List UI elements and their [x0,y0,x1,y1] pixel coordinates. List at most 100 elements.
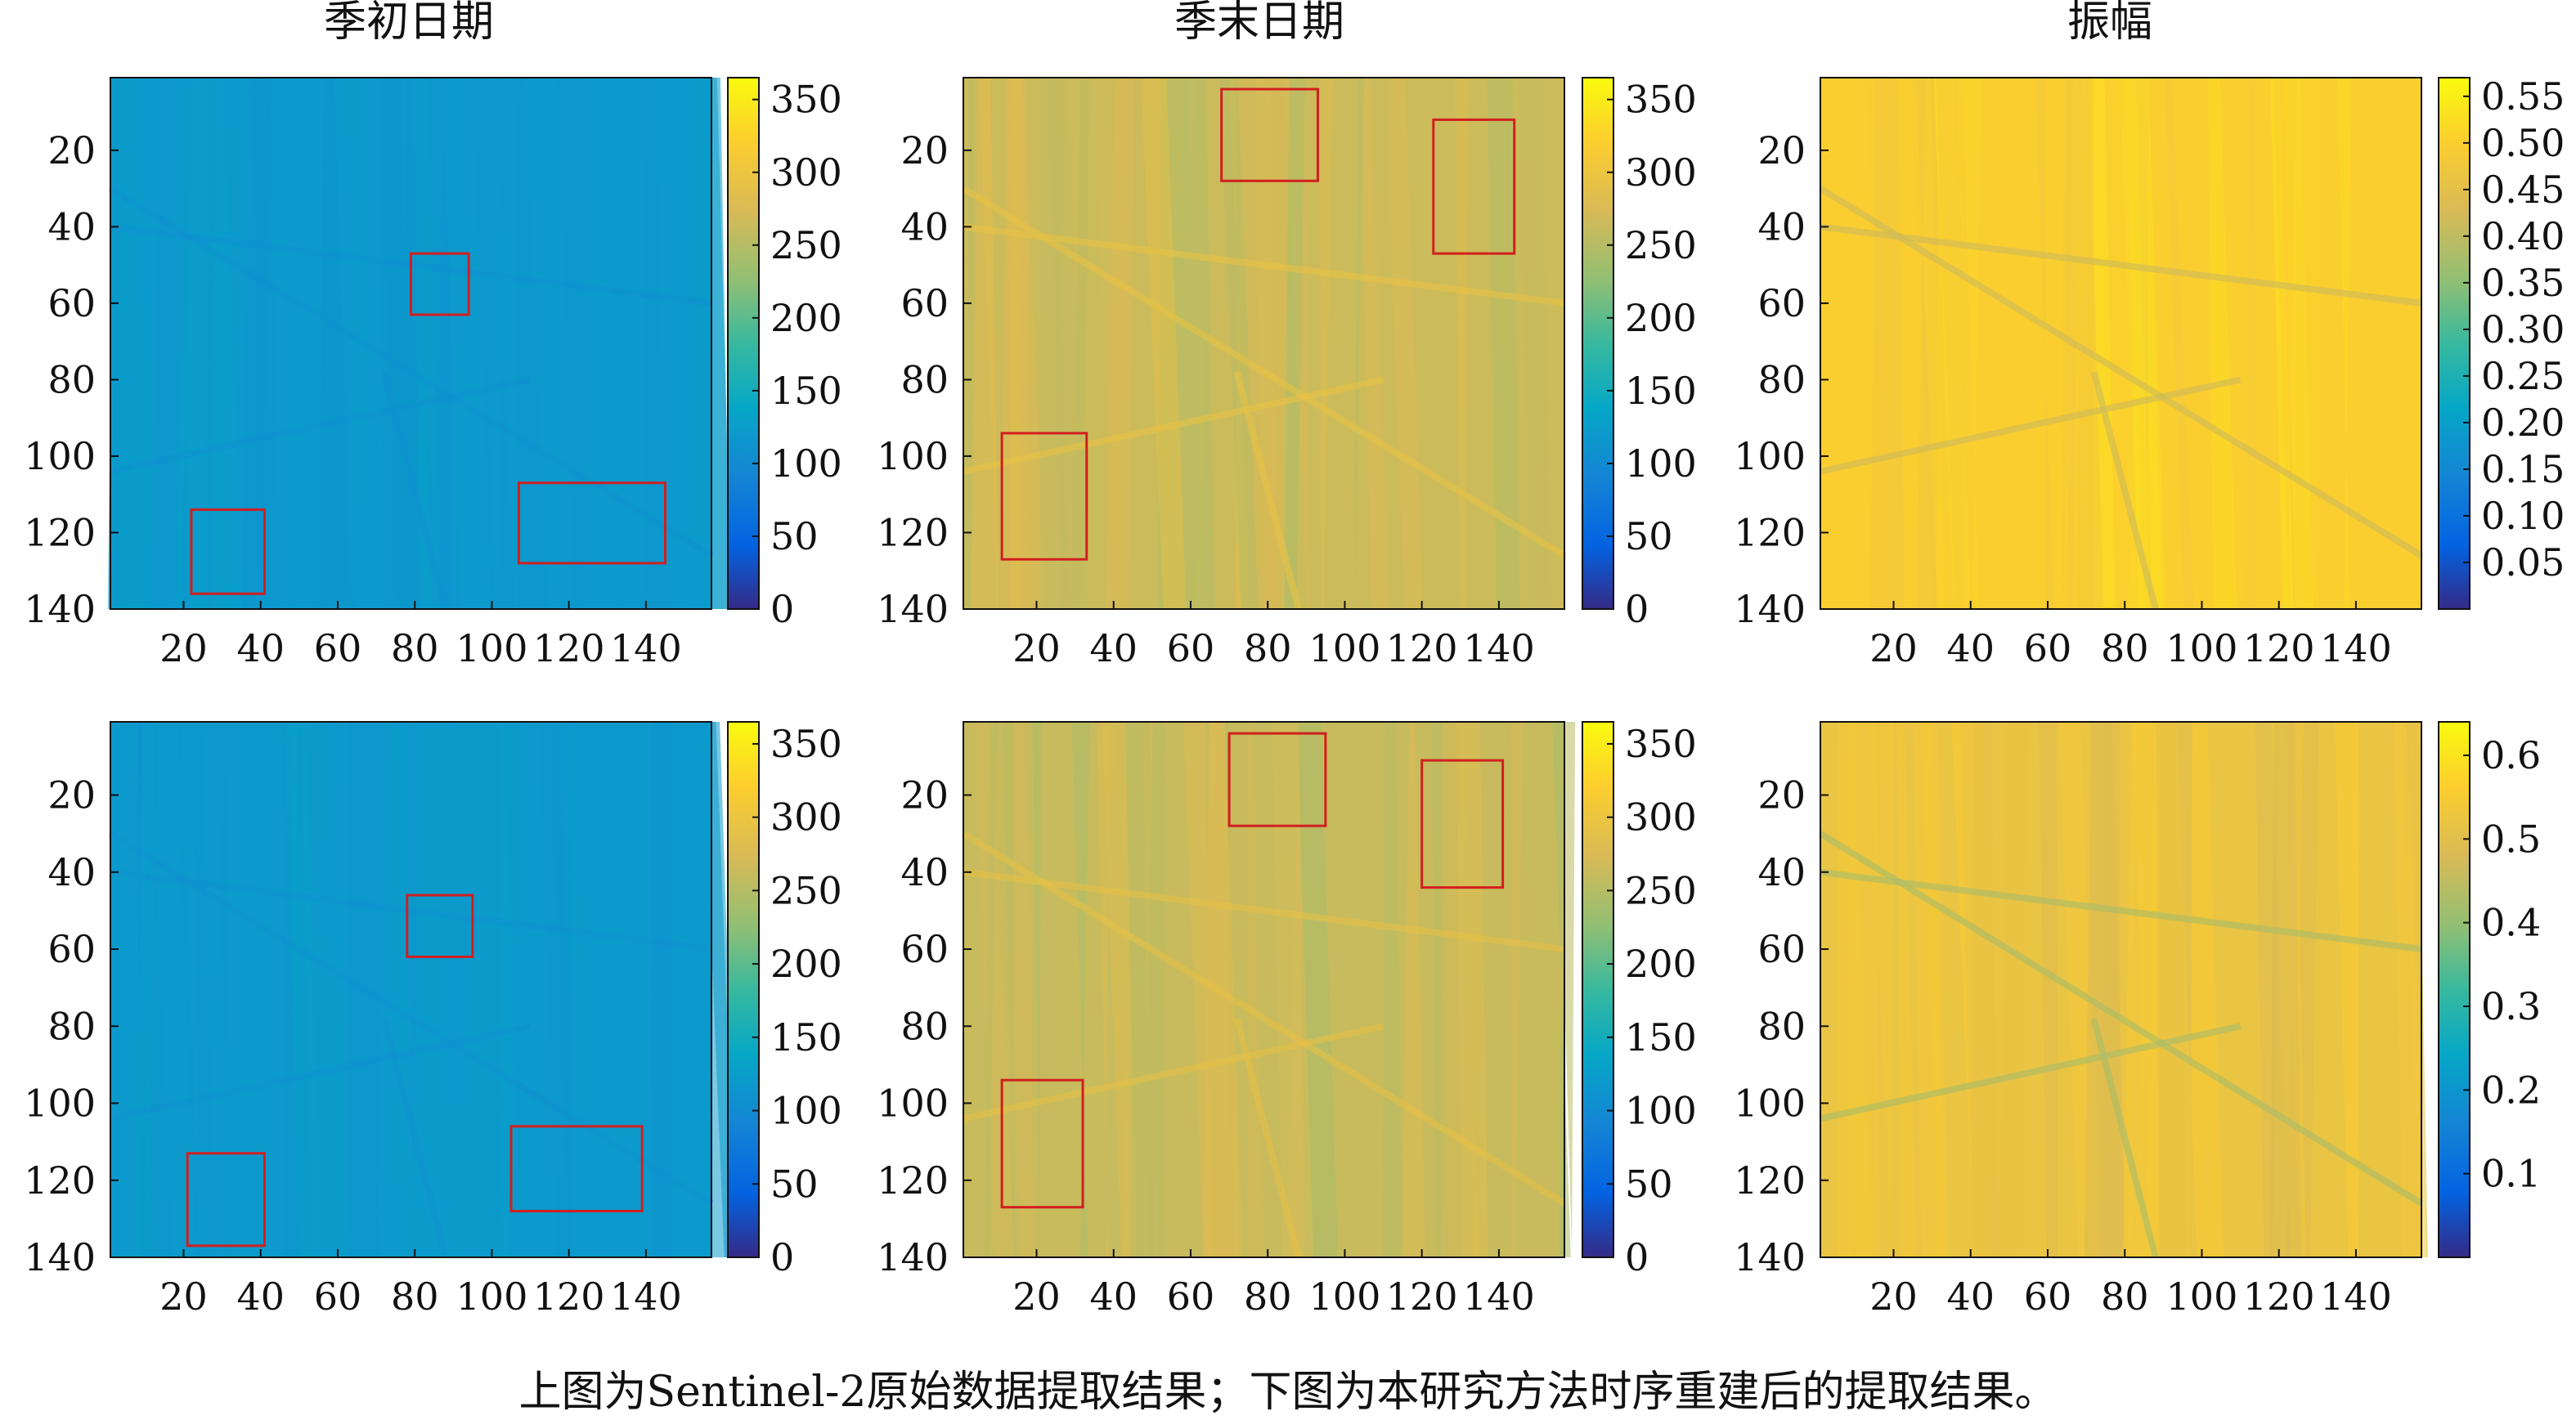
field-strip [557,78,581,609]
y-tick-label: 140 [1734,587,1806,631]
y-tick-label: 140 [877,587,949,631]
y-tick-label: 20 [900,773,949,818]
panel-title-start-date: 季初日期 [324,0,494,47]
field-strip [471,78,494,609]
field-strips [961,78,1567,611]
field-strip [1343,722,1378,1257]
x-tick-label: 20 [159,1274,208,1319]
colorbar-tick-label: 0.2 [2481,1068,2541,1112]
plot-frame [1820,721,2422,1258]
plot-frame [110,721,712,1258]
field-strip [207,78,214,609]
field-strip [1487,78,1520,609]
field-strip [1360,78,1390,609]
field-strip [2099,722,2120,1257]
roi-box-3 [517,482,666,565]
colorbar-tick-label: 0.40 [2481,214,2565,258]
colorbar-tick-label: 300 [770,795,842,840]
field-strip [2035,78,2054,609]
roi-box-2 [186,1152,266,1248]
roi-box-1 [1227,732,1327,827]
field-strip [538,722,572,1257]
field-strip [1048,78,1089,609]
colorbar-tick-label: 250 [770,868,842,912]
field-strip [612,78,629,609]
colorbar [727,77,760,610]
y-tick-label: 140 [24,1235,96,1279]
field-strip [1219,78,1259,609]
field-strip [410,78,440,609]
field-strip [1382,722,1403,1257]
field-strip [176,78,191,609]
field-strip [151,78,167,609]
colorbar-tick-label: 250 [1625,223,1697,267]
road-line [1820,223,2422,307]
field-strip [2176,722,2197,1257]
colorbar-tick-label: 200 [1625,942,1697,986]
road-line [963,1023,1384,1122]
roi-box-3 [1000,432,1088,561]
field-strip [1368,78,1401,609]
y-tick-label: 120 [877,510,949,554]
x-tick-label: 40 [1089,626,1138,670]
colorbar-tick-label: 0.15 [2481,447,2565,491]
colorbar [2438,77,2471,610]
road-line [1233,371,1302,611]
panel-title-end-date: 季末日期 [1174,0,1344,47]
x-tick-label: 140 [610,626,682,670]
x-tick-label: 120 [1386,1274,1458,1319]
y-tick-label: 100 [877,434,949,478]
x-tick-label: 80 [1244,626,1292,670]
field-strip [1915,78,1938,609]
x-tick-label: 140 [1463,1274,1535,1319]
road-line [2090,371,2159,611]
field-strip [164,78,183,609]
roi-box-2 [1432,118,1516,255]
colorbar-tick-label: 0.6 [2481,733,2541,777]
panel-title-amplitude: 振幅 [2067,0,2152,47]
field-strip [215,722,231,1257]
field-strip [650,722,673,1257]
x-tick-label: 60 [2024,1274,2072,1319]
x-tick-label: 100 [456,1274,528,1319]
field-strip [394,722,410,1257]
colorbar [727,721,760,1258]
y-tick-label: 80 [1757,1004,1806,1048]
plot-frame [963,77,1565,610]
colorbar-tick-label: 0.35 [2481,261,2565,305]
colorbar-tick-label: 350 [1625,722,1697,766]
field-strip [281,78,303,609]
field-strip [509,722,554,1257]
x-tick-label: 60 [1167,1274,1215,1319]
roi-box-2 [190,508,266,595]
road-line [961,831,1567,1207]
colorbar-tick-label: 350 [770,722,842,766]
field-strip [2245,78,2256,609]
colorbar [2438,721,2471,1258]
y-tick-label: 120 [24,1158,96,1203]
x-tick-label: 80 [2101,1274,2149,1319]
field-strip [2298,78,2321,609]
colorbar-tick-label: 150 [770,1015,842,1059]
field-strip [1519,78,1550,609]
plot-frame [1820,77,2422,610]
figure-caption: 上图为Sentinel-2原始数据提取结果；下图为本研究方法时序重建后的提取结果… [518,1368,2058,1417]
colorbar-tick-label: 50 [770,514,819,558]
y-tick-label: 80 [900,1004,949,1048]
colorbar-tick-label: 0 [1625,587,1649,631]
road-line [380,371,449,611]
colorbar-tick-label: 250 [770,223,842,267]
field-strip [1912,722,1949,1257]
y-tick-label: 80 [1757,357,1806,401]
x-tick-label: 60 [1167,626,1215,670]
road-line [110,1023,532,1122]
field-strip [1866,78,1888,609]
road-line [110,868,712,952]
y-tick-label: 120 [877,1158,949,1203]
x-tick-label: 80 [391,1274,439,1319]
field-strip [1442,722,1462,1257]
road-line [963,223,1565,307]
road-line [1820,868,2422,952]
field-strips [107,78,732,611]
